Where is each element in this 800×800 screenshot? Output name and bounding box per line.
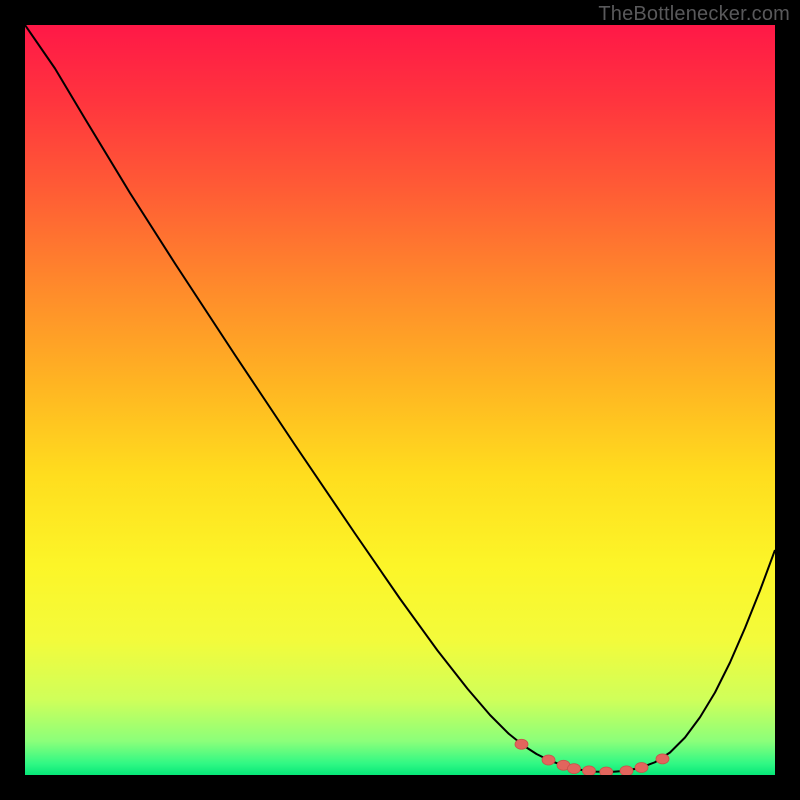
sweet-spot-marker <box>542 755 555 765</box>
sweet-spot-marker <box>583 766 596 775</box>
chart-background <box>25 25 775 775</box>
sweet-spot-marker <box>620 766 633 775</box>
sweet-spot-marker <box>515 739 528 749</box>
bottleneck-curve-chart <box>25 25 775 775</box>
sweet-spot-marker <box>635 763 648 773</box>
sweet-spot-marker <box>600 767 613 775</box>
chart-container <box>25 25 775 775</box>
watermark-text: TheBottlenecker.com <box>598 3 790 26</box>
chart-plot-area <box>25 25 775 775</box>
sweet-spot-marker <box>568 764 581 774</box>
sweet-spot-marker <box>656 754 669 764</box>
